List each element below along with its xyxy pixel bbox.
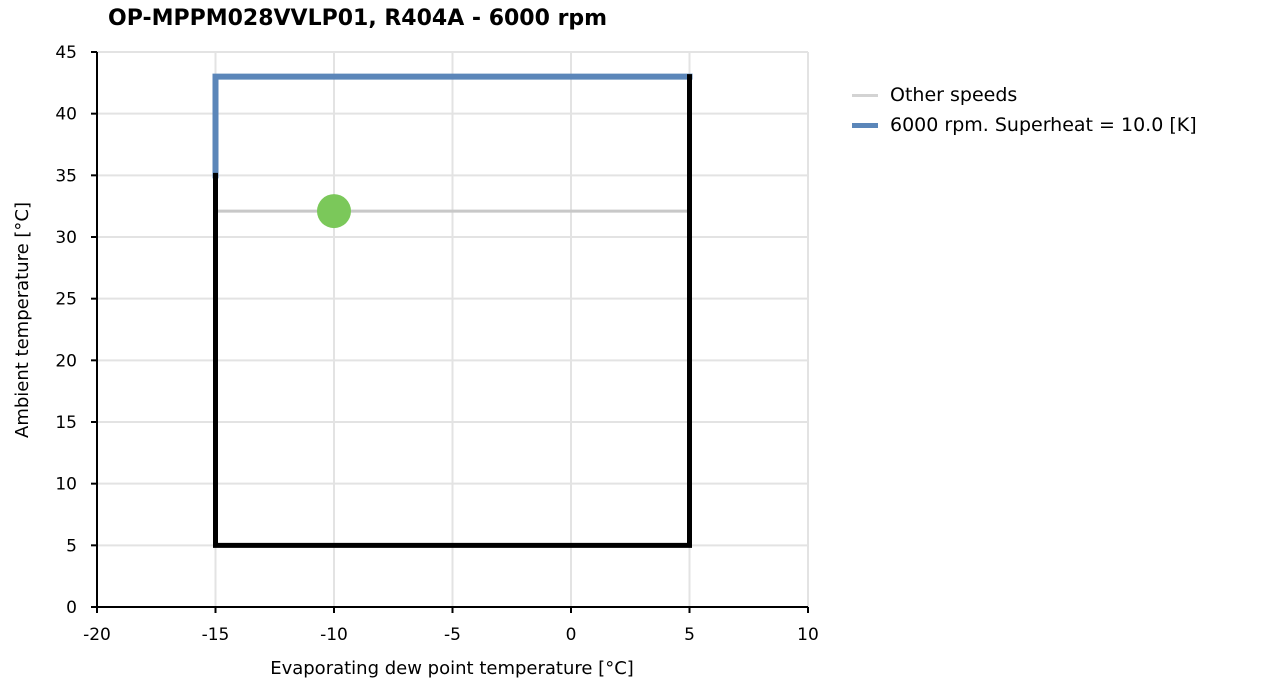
y-tick-label: 25 (55, 290, 77, 310)
series-6000rpm-superheat (212, 73, 693, 179)
operating-point-marker (317, 194, 351, 229)
series-layer (212, 73, 693, 548)
y-tick-label: 35 (55, 166, 77, 186)
y-tick-label: 45 (55, 43, 77, 63)
legend-item-other-speeds[interactable]: Other speeds (852, 80, 1197, 110)
y-tick-label: 5 (66, 536, 77, 556)
y-tick-label: 40 (55, 105, 77, 125)
legend-item-6000rpm[interactable]: 6000 rpm. Superheat = 10.0 [K] (852, 110, 1197, 140)
series-envelope-boundary (213, 74, 692, 548)
x-tick-label: 5 (684, 625, 695, 645)
y-axis-title: Ambient temperature [°C] (12, 202, 33, 438)
x-tick-label: -20 (83, 625, 111, 645)
x-tick-label: 10 (797, 625, 819, 645)
x-tick-label: 0 (566, 625, 577, 645)
legend-label-other-speeds: Other speeds (890, 84, 1018, 106)
y-tick-label: 30 (55, 228, 77, 248)
y-tick-label: 15 (55, 413, 77, 433)
x-tick-label: -5 (444, 625, 461, 645)
chart-title: OP-MPPM028VVLP01, R404A - 6000 rpm (108, 6, 608, 31)
tick-labels: -20 -15 -10 -5 0 5 10 0 5 10 15 20 25 30 35 40 45 (55, 43, 818, 645)
grid-lines (97, 51, 809, 607)
x-axis-title: Evaporating dew point temperature [°C] (270, 658, 634, 679)
x-tick-label: -15 (202, 625, 230, 645)
y-tick-label: 0 (66, 598, 77, 618)
legend: Other speeds 6000 rpm. Superheat = 10.0 … (852, 80, 1197, 140)
x-tick-label: -10 (320, 625, 348, 645)
y-tick-label: 10 (55, 475, 77, 495)
legend-swatch-6000rpm (852, 122, 878, 128)
axes (91, 51, 809, 613)
legend-label-6000rpm: 6000 rpm. Superheat = 10.0 [K] (890, 114, 1197, 136)
legend-swatch-other-speeds (852, 93, 878, 97)
y-tick-label: 20 (55, 351, 77, 371)
